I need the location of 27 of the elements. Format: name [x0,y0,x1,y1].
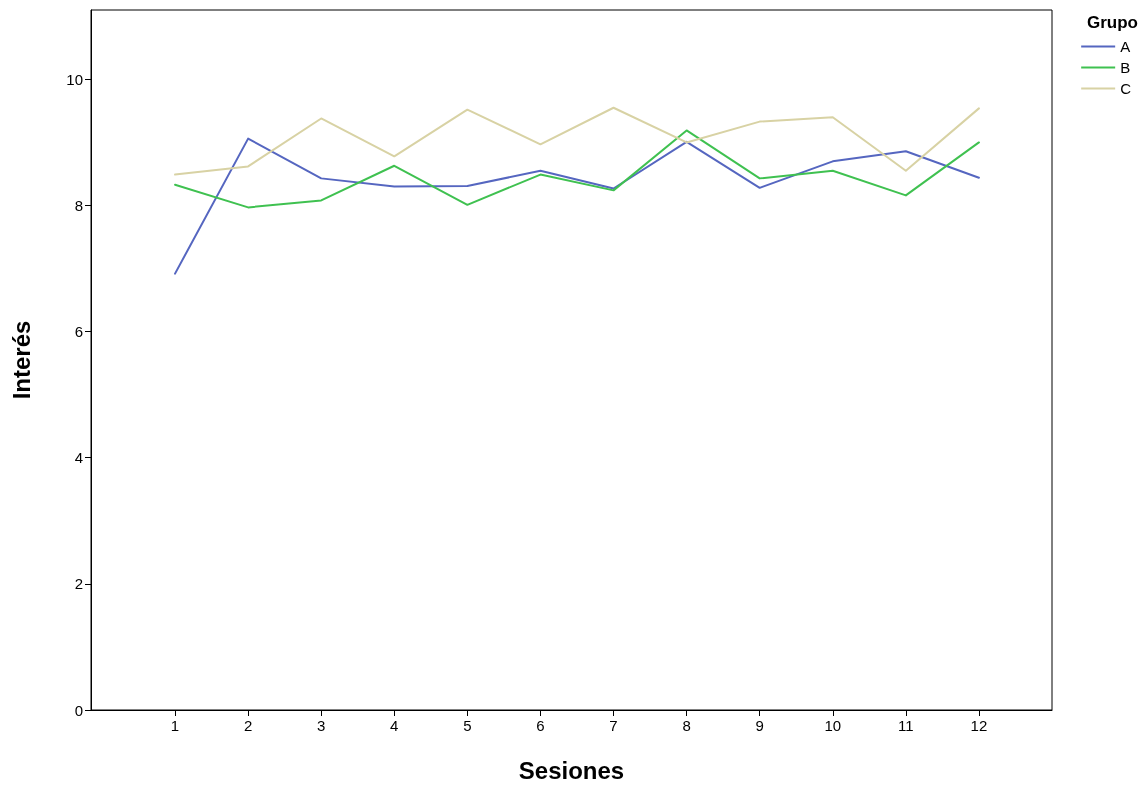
line-series [174,129,980,209]
x-tick-label: 12 [970,717,988,734]
y-tick-label: 4 [74,449,83,467]
y-tick-label: 8 [74,197,83,214]
x-tick-label: 6 [536,717,545,734]
x-tick-label: 4 [390,717,399,734]
y-tick-label: 2 [74,575,83,593]
x-tick-label: 9 [755,717,764,734]
x-tick-label: 1 [170,717,180,734]
y-axis-title: Interés [7,320,35,400]
line-series [174,106,980,176]
y-tick-label: 6 [74,323,83,341]
line-series [174,137,980,275]
x-tick-label: 5 [463,717,472,734]
legend-label: C [1120,80,1132,97]
x-tick-label: 7 [609,717,618,734]
x-axis-title: Sesiones [518,756,625,784]
legend-label: A [1120,38,1131,55]
legend-title: Grupo [1087,13,1139,32]
x-tick-label: 11 [898,717,914,734]
y-tick-label: 0 [74,701,83,719]
x-tick-label: 10 [824,717,842,734]
x-tick-label: 8 [682,717,691,734]
y-tick-label: 10 [66,70,83,88]
legend-label: B [1120,59,1131,76]
x-tick-label: 3 [317,717,326,734]
x-tick-label: 2 [243,717,253,734]
